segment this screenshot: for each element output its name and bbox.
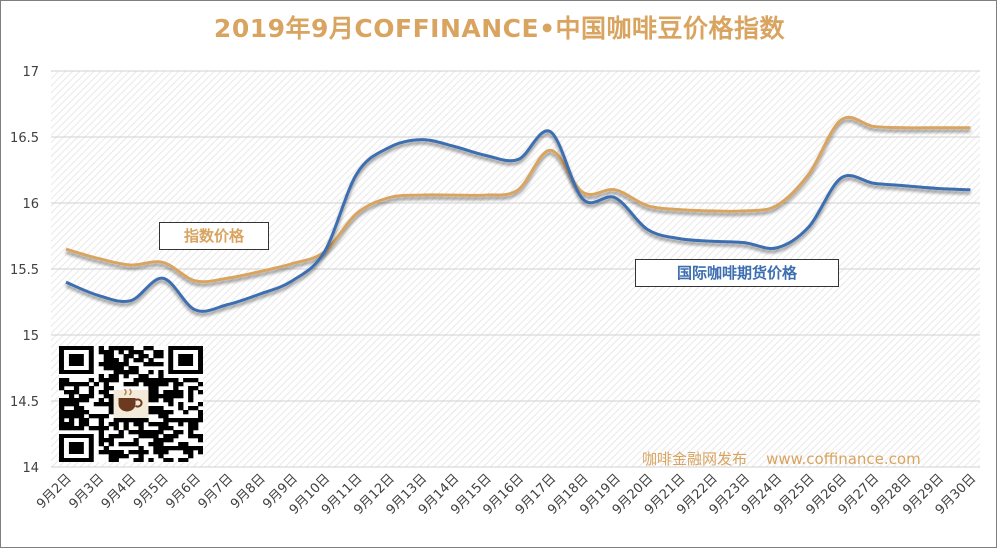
watermark-text: 咖啡金融网发布 www.coffinance.com — [642, 450, 921, 468]
x-tick-label: 9月2日 — [34, 471, 75, 512]
legend-index-price: 指数价格 — [159, 222, 269, 250]
y-tick-label: 14 — [22, 461, 39, 476]
qr-code-icon — [59, 346, 203, 462]
x-tick-label: 9月5日 — [131, 471, 172, 512]
y-tick-label: 15 — [22, 329, 39, 344]
chart-title: 2019年9月COFFINANCE•中国咖啡豆价格指数 — [213, 14, 786, 43]
x-tick-label: 9月6日 — [163, 471, 204, 512]
legend-futures-price: 国际咖啡期货价格 — [635, 259, 839, 287]
x-tick-label: 9月3日 — [66, 471, 107, 512]
x-tick-label: 9月4日 — [99, 471, 140, 512]
series-line-index-price — [65, 115, 971, 284]
y-tick-label: 14.5 — [10, 395, 39, 410]
y-tick-label: 17 — [22, 65, 39, 80]
y-tick-label: 16 — [22, 197, 39, 212]
y-tick-label: 15.5 — [10, 263, 39, 278]
x-tick-label: 9月8日 — [228, 471, 269, 512]
y-tick-label: 16.5 — [10, 131, 39, 146]
series-line-futures-price — [65, 129, 971, 313]
x-tick-label: 9月7日 — [196, 471, 237, 512]
